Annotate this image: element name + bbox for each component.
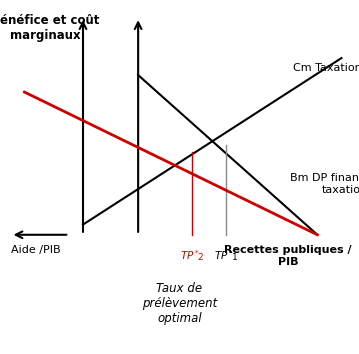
- Text: Taux de
prélèvement
optimal: Taux de prélèvement optimal: [142, 282, 217, 325]
- Text: Aide /PIB: Aide /PIB: [11, 245, 60, 255]
- Text: Bénéfice et coût
marginaux: Bénéfice et coût marginaux: [0, 14, 99, 42]
- Text: $TP^*$: $TP^*$: [180, 249, 200, 262]
- Text: Cm Taxation: Cm Taxation: [293, 63, 359, 73]
- Text: Bm DP financée par
taxation: Bm DP financée par taxation: [290, 173, 359, 195]
- Text: Recettes publiques /
PIB: Recettes publiques / PIB: [224, 245, 352, 267]
- Text: $TP^*$: $TP^*$: [214, 249, 234, 262]
- Text: 2: 2: [197, 253, 203, 262]
- Text: 1: 1: [232, 253, 238, 262]
